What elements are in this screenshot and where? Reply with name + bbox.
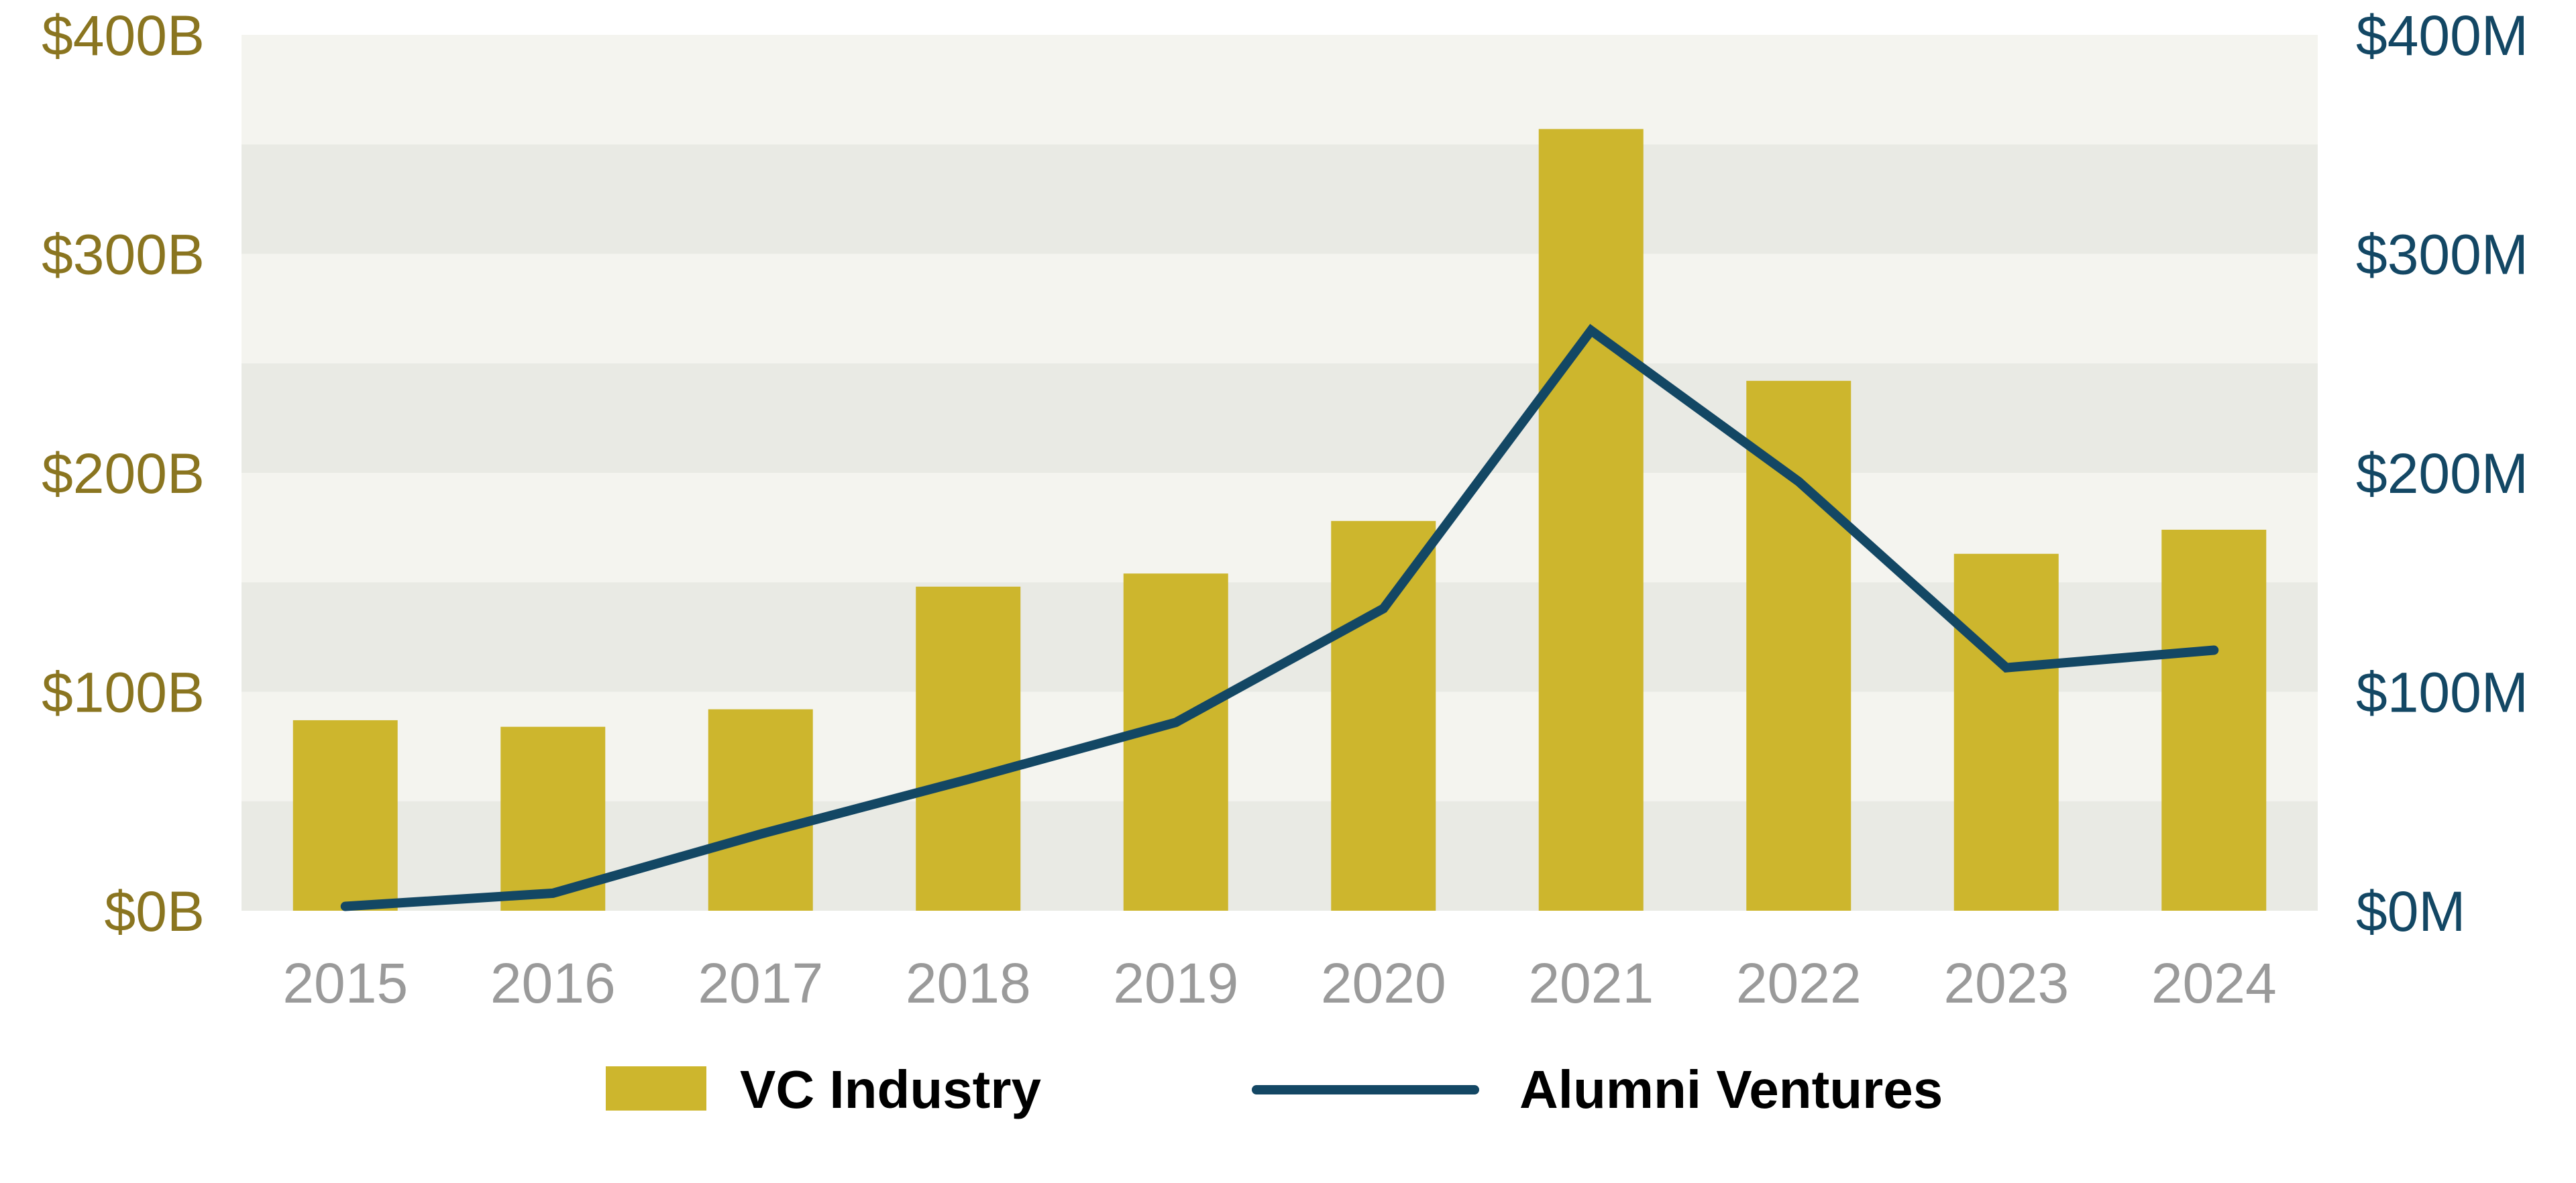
left-axis-tick-label: $200B bbox=[42, 442, 205, 505]
legend-vc-industry-label: VC Industry bbox=[740, 1060, 1041, 1119]
bar-2023 bbox=[1953, 553, 2059, 911]
background-band bbox=[241, 253, 2318, 363]
x-axis-tick-label: 2016 bbox=[490, 952, 616, 1015]
x-axis-tick-label: 2022 bbox=[1736, 952, 1862, 1015]
left-axis-tick-label: $400B bbox=[42, 4, 205, 67]
alumni-ventures-line-group bbox=[340, 324, 2219, 911]
left-axis: $0B $100B $200B $300B $400B bbox=[42, 4, 205, 943]
bar-2020 bbox=[1331, 520, 1436, 911]
x-axis-tick-label: 2015 bbox=[282, 952, 408, 1015]
bar-2022 bbox=[1746, 380, 1851, 911]
bar-2021 bbox=[1538, 129, 1644, 911]
right-axis-tick-label: $0M bbox=[2356, 880, 2465, 943]
x-axis-tick-label: 2021 bbox=[1528, 952, 1654, 1015]
right-axis: $0M $100M $200M $300M $400M bbox=[2356, 4, 2528, 943]
right-axis-tick-label: $400M bbox=[2356, 4, 2528, 67]
x-axis-tick-label: 2018 bbox=[906, 952, 1031, 1015]
legend-vc-industry-swatch bbox=[606, 1066, 706, 1111]
left-axis-tick-label: $0B bbox=[105, 880, 205, 943]
x-axis-tick-label: 2020 bbox=[1321, 952, 1446, 1015]
x-axis-tick-label: 2023 bbox=[1943, 952, 2069, 1015]
alumni-ventures-line bbox=[340, 324, 2219, 911]
bar-2017 bbox=[708, 709, 813, 911]
x-axis: 2015 2016 2017 2018 2019 2020 2021 2022 2023 2024 bbox=[282, 952, 2276, 1015]
vc-industry-bars bbox=[292, 129, 2267, 911]
bar-2015 bbox=[292, 720, 398, 911]
legend: VC Industry Alumni Ventures bbox=[606, 1060, 1943, 1119]
x-axis-tick-label: 2024 bbox=[2151, 952, 2277, 1015]
background-band bbox=[241, 144, 2318, 254]
x-axis-tick-label: 2017 bbox=[698, 952, 823, 1015]
right-axis-tick-label: $100M bbox=[2356, 661, 2528, 724]
right-axis-tick-label: $200M bbox=[2356, 442, 2528, 505]
background-band bbox=[241, 363, 2318, 473]
bar-2019 bbox=[1123, 573, 1228, 911]
bar-2024 bbox=[2161, 529, 2267, 911]
bar-2018 bbox=[916, 586, 1021, 911]
left-axis-tick-label: $100B bbox=[42, 661, 205, 724]
left-axis-tick-label: $300B bbox=[42, 223, 205, 286]
legend-alumni-ventures-label: Alumni Ventures bbox=[1519, 1060, 1943, 1119]
right-axis-tick-label: $300M bbox=[2356, 223, 2528, 286]
background-band bbox=[241, 35, 2318, 145]
x-axis-tick-label: 2019 bbox=[1113, 952, 1238, 1015]
